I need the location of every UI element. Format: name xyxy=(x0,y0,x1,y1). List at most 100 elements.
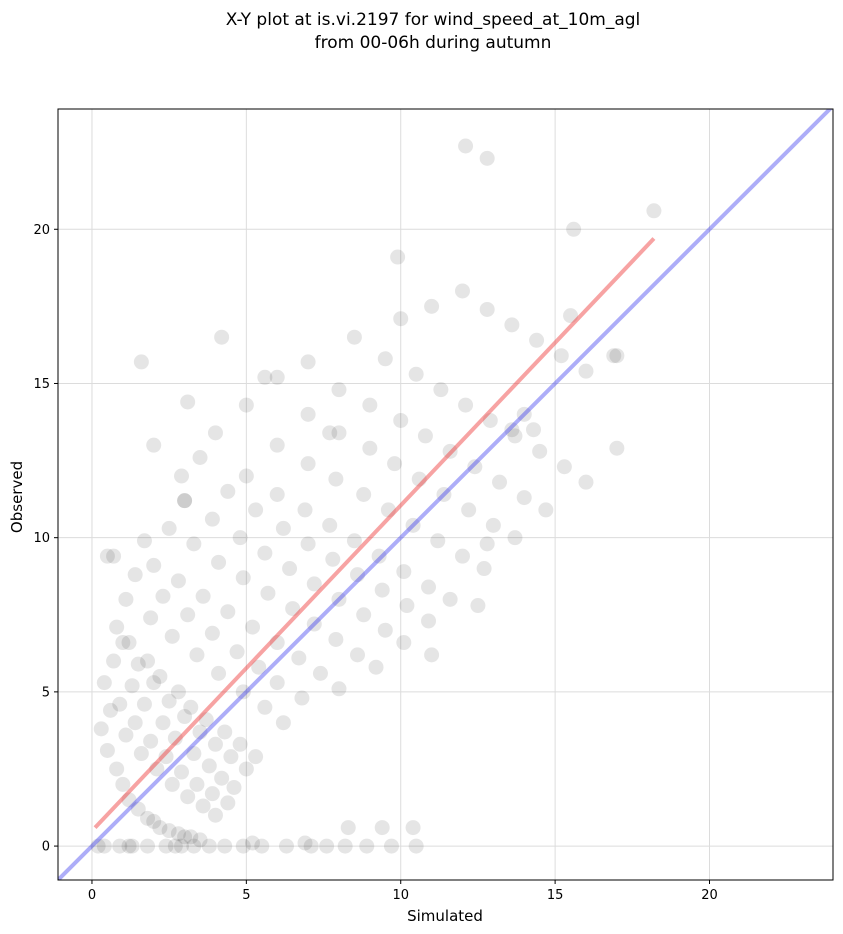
scatter-point xyxy=(127,715,143,731)
scatter-point xyxy=(115,635,131,651)
scatter-point xyxy=(180,394,196,410)
scatter-point xyxy=(136,696,152,712)
scatter-point xyxy=(337,838,353,854)
scatter-point xyxy=(177,493,193,509)
scatter-point xyxy=(476,561,492,577)
scatter-point xyxy=(112,696,128,712)
scatter-point xyxy=(149,761,165,777)
scatter-point xyxy=(118,727,134,743)
scatter-point xyxy=(204,625,220,641)
scatter-point xyxy=(458,397,474,413)
scatter-point xyxy=(177,829,193,845)
scatter-point xyxy=(306,616,322,632)
scatter-point xyxy=(217,838,233,854)
scatter-point xyxy=(421,579,437,595)
scatter-point xyxy=(143,610,159,626)
scatter-point xyxy=(140,838,156,854)
scatter-point xyxy=(461,502,477,518)
scatter-point xyxy=(161,823,177,839)
scatter-point xyxy=(177,709,193,725)
scatter-point xyxy=(211,554,227,570)
scatter-point xyxy=(300,354,316,370)
scatter-point xyxy=(124,678,140,694)
scatter-point xyxy=(183,699,199,715)
scatter-point xyxy=(158,749,174,765)
scatter-point xyxy=(300,456,316,472)
scatter-point xyxy=(467,459,483,475)
scatter-point xyxy=(566,221,582,237)
scatter-point xyxy=(109,761,125,777)
x-axis-ticks: 0 5 10 15 20 xyxy=(88,880,718,903)
scatter-point xyxy=(232,530,248,546)
scatter-point xyxy=(130,801,146,817)
scatter-point xyxy=(492,474,508,490)
scatter-point xyxy=(269,437,285,453)
scatter-point xyxy=(235,684,251,700)
scatter-point xyxy=(433,382,449,398)
scatter-point xyxy=(331,382,347,398)
scatter-point xyxy=(442,443,458,459)
scatter-point xyxy=(578,363,594,379)
scatter-point xyxy=(257,369,273,385)
scatter-point xyxy=(235,570,251,586)
scatter-point xyxy=(507,428,523,444)
scatter-point xyxy=(192,832,208,848)
scatter-point xyxy=(238,761,254,777)
scatter-point xyxy=(170,573,186,589)
scatter-point xyxy=(408,838,424,854)
scatter-point xyxy=(362,397,378,413)
scatter-point xyxy=(174,838,190,854)
scatter-point xyxy=(479,301,495,317)
scatter-point xyxy=(609,440,625,456)
scatter-point xyxy=(189,776,205,792)
scatter-point xyxy=(121,838,137,854)
scatter-point xyxy=(275,520,291,536)
scatter-point xyxy=(99,548,115,564)
scatter-point xyxy=(556,459,572,475)
scatter-point xyxy=(140,810,156,826)
scatter-point xyxy=(226,779,242,795)
scatter-point xyxy=(220,795,236,811)
scatter-point xyxy=(405,517,421,533)
scatter-point xyxy=(183,829,199,845)
scatter-point xyxy=(454,283,470,299)
scatter-point xyxy=(130,656,146,672)
scatter-point xyxy=(232,736,248,752)
scatter-point xyxy=(121,635,137,651)
scatter-point xyxy=(393,412,409,428)
scatter-point xyxy=(479,150,495,166)
scatter-point xyxy=(331,425,347,441)
y-tick-label: 10 xyxy=(33,531,50,546)
x-tick-label: 0 xyxy=(88,888,96,903)
scatter-point xyxy=(112,838,128,854)
scatter-point xyxy=(238,397,254,413)
scatter-point xyxy=(291,650,307,666)
scatter-point xyxy=(220,483,236,499)
scatter-point xyxy=(470,598,486,614)
scatter-point xyxy=(282,561,298,577)
scatter-point xyxy=(204,786,220,802)
scatter-point xyxy=(93,721,109,737)
scatter-point xyxy=(96,675,112,691)
scatter-point xyxy=(383,838,399,854)
scatter-point xyxy=(368,659,384,675)
reference-lines xyxy=(58,109,833,880)
scatter-point xyxy=(109,619,125,635)
scatter-point xyxy=(106,653,122,669)
scatter-point xyxy=(319,838,335,854)
chart-title-line-1: X-Y plot at is.vi.2197 for wind_speed_at… xyxy=(226,10,641,30)
scatter-point xyxy=(525,422,541,438)
scatter-point xyxy=(346,329,362,345)
scatter-point xyxy=(340,820,356,836)
scatter-point xyxy=(155,588,171,604)
scatter-point xyxy=(300,406,316,422)
scatter-point xyxy=(390,249,406,265)
scatter-point xyxy=(442,591,458,607)
scatter-point xyxy=(356,607,372,623)
scatter-point xyxy=(350,647,366,663)
scatter-point xyxy=(146,813,162,829)
scatter-point xyxy=(192,449,208,465)
scatter-point xyxy=(180,607,196,623)
scatter-point xyxy=(485,517,501,533)
scatter-point xyxy=(186,746,202,762)
